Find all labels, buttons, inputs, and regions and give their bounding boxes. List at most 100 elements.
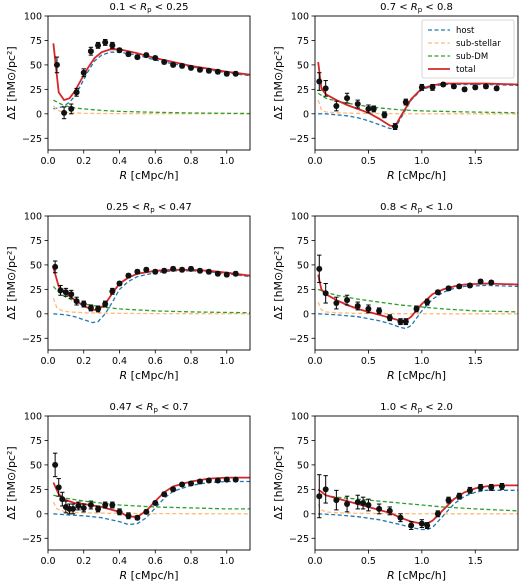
x-axis-label-symbol: R: [120, 169, 128, 182]
title-part: 0.47 <: [109, 402, 146, 413]
data-point: [429, 84, 436, 91]
y-tick-label: 100: [24, 212, 42, 223]
data-point: [445, 497, 452, 504]
data-point: [424, 522, 431, 529]
title-part: R: [146, 402, 153, 413]
data-point: [205, 477, 212, 484]
series-line-sub-stellar: [317, 503, 518, 515]
data-point: [333, 102, 340, 109]
data-point: [68, 105, 75, 112]
data-point: [402, 318, 409, 325]
data-point: [55, 484, 62, 491]
data-point: [70, 505, 77, 512]
axes-frame: [314, 415, 519, 551]
data-point: [333, 300, 340, 307]
y-tick-label: 100: [24, 12, 42, 23]
y-axis-label: ΔΣ [hM⊙/pc²]: [5, 246, 18, 319]
data-point: [418, 520, 425, 527]
data-point: [354, 499, 361, 506]
data-point: [434, 510, 441, 517]
x-axis-label: R [cMpc/h]: [120, 569, 179, 582]
y-tick-label: 75: [30, 36, 42, 47]
x-axis-label-unit: [cMpc/h]: [127, 369, 178, 382]
data-point: [466, 282, 473, 289]
x-tick-label: 0.6: [148, 556, 163, 567]
data-point: [434, 289, 441, 296]
data-point: [125, 272, 132, 279]
data-point: [73, 89, 80, 96]
title-part: p: [153, 406, 158, 414]
title-part: 0.25 <: [106, 202, 143, 213]
y-tick-label: 100: [291, 12, 309, 23]
series-line-host: [53, 480, 250, 526]
y-tick-label: 0: [36, 309, 42, 320]
data-point: [161, 58, 168, 65]
data-point: [134, 54, 141, 61]
panel-title: 0.7 < Rp < 0.8: [380, 2, 453, 14]
y-tick-label: 0: [36, 109, 42, 120]
x-tick-label: 0.5: [361, 156, 376, 167]
x-axis-label-symbol: R: [120, 369, 128, 382]
axes-frame: [47, 15, 251, 151]
y-tick-label: −25: [289, 334, 309, 345]
data-point: [413, 305, 420, 312]
axes-frame: [47, 215, 251, 351]
data-point: [445, 285, 452, 292]
title-part: < 0.47: [155, 202, 192, 213]
data-point: [322, 290, 329, 297]
axes-frame: [314, 215, 519, 351]
plot-area: [52, 38, 250, 120]
data-point: [223, 70, 230, 77]
y-tick-label: 75: [297, 36, 309, 47]
x-axis-label-unit: [cMpc/h]: [127, 569, 178, 582]
data-point: [125, 512, 132, 519]
title-part: 0.1 <: [109, 2, 140, 13]
series-line-total: [52, 476, 250, 518]
data-point: [214, 270, 221, 277]
data-point: [75, 502, 82, 509]
data-point: [360, 500, 367, 507]
series-line-sub-DM: [52, 285, 250, 314]
title-part: R: [411, 202, 418, 213]
y-tick-label: −25: [22, 334, 42, 345]
x-tick-label: 1.0: [219, 356, 234, 367]
x-tick-label: 0.4: [112, 356, 127, 367]
data-point: [316, 78, 323, 85]
data-point: [57, 287, 64, 294]
data-point: [80, 504, 87, 511]
data-point: [68, 291, 75, 298]
y-tick-label: 100: [291, 412, 309, 423]
data-point: [316, 493, 323, 500]
y-tick-label: 75: [30, 236, 42, 247]
y-tick-label: 25: [297, 485, 309, 496]
title-part: p: [418, 6, 423, 14]
data-point: [214, 477, 221, 484]
legend-box: [421, 19, 515, 79]
data-point: [205, 67, 212, 74]
x-axis-label-symbol: R: [387, 169, 395, 182]
data-point: [376, 505, 383, 512]
data-point: [52, 263, 59, 270]
title-part: < 0.25: [152, 2, 189, 13]
series-line-host: [318, 284, 518, 330]
data-point: [488, 484, 495, 491]
data-point: [188, 480, 195, 487]
x-tick-label: 1.0: [414, 356, 429, 367]
y-axis-label: ΔΣ [hM⊙/pc²]: [272, 446, 285, 519]
y-tick-label: 25: [30, 285, 42, 296]
legend-label-total: total: [456, 65, 475, 75]
data-point: [179, 266, 186, 273]
data-point: [143, 508, 150, 515]
x-tick-label: 1.5: [468, 556, 483, 567]
title-part: R: [411, 402, 418, 413]
data-point: [87, 304, 94, 311]
data-point: [95, 305, 102, 312]
panel-title: 0.1 < Rp < 0.25: [109, 2, 188, 14]
y-tick-label: −25: [289, 534, 309, 545]
series-line-host: [53, 51, 250, 110]
data-point: [344, 95, 351, 102]
data-point: [354, 302, 361, 309]
title-part: p: [418, 206, 423, 214]
